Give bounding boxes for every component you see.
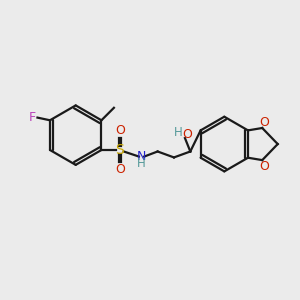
Text: O: O [115,124,125,137]
Text: O: O [115,163,125,176]
Text: F: F [29,111,36,124]
Text: O: O [182,128,192,141]
Text: H: H [137,158,146,170]
Text: O: O [260,116,270,129]
Text: H: H [174,126,183,139]
Text: N: N [136,150,146,163]
Text: O: O [260,160,270,172]
Text: S: S [116,143,124,157]
